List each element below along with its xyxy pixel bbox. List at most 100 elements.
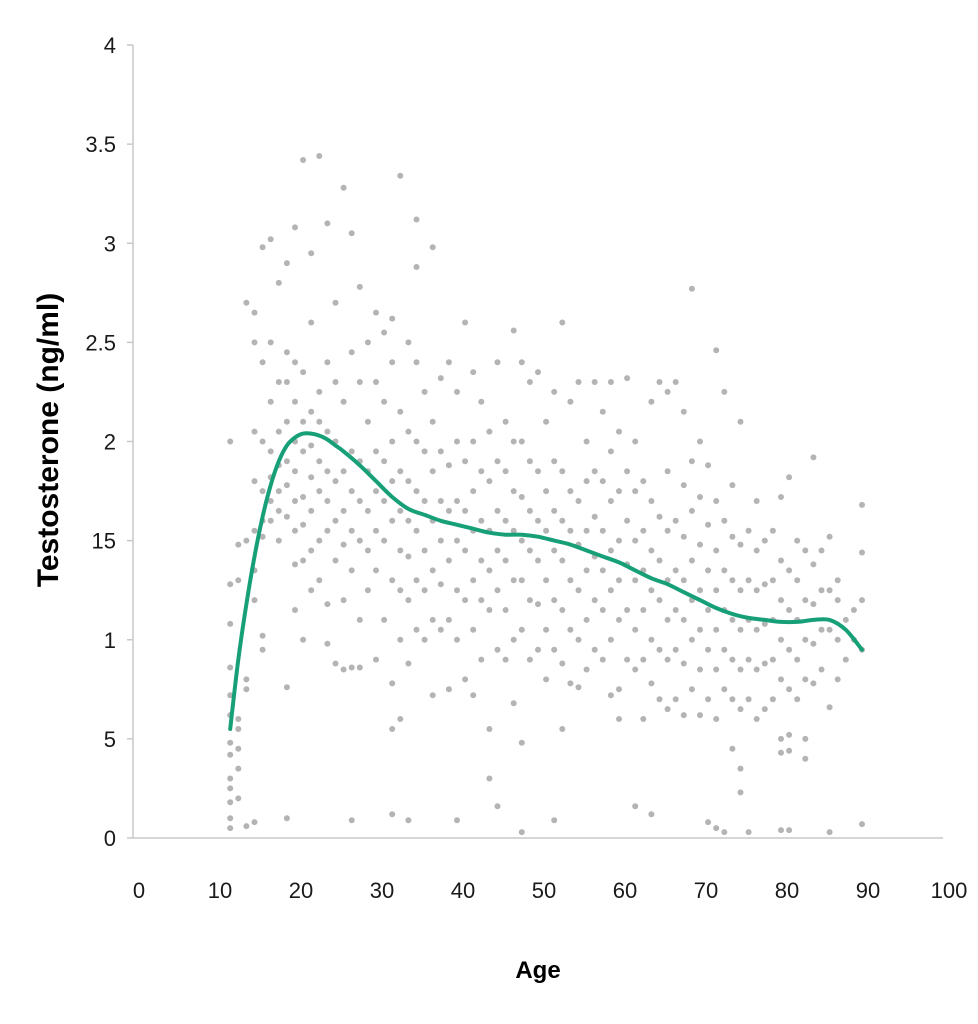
data-point [810,601,817,608]
data-point [421,587,428,594]
data-point [729,577,736,584]
data-point [705,462,712,469]
x-tick-label: 10 [208,878,232,903]
data-point [421,547,428,554]
data-point [786,747,793,754]
data-point [786,474,793,481]
data-point [786,731,793,738]
x-tick-label: 20 [289,878,313,903]
data-point [405,553,412,560]
data-point [259,632,266,639]
data-point [502,557,509,564]
data-point [243,823,250,830]
data-point [494,507,501,514]
data-point [478,517,485,524]
data-point [786,567,793,574]
data-point [356,498,363,504]
data-point [267,498,274,504]
data-point [761,660,768,667]
data-point [356,379,363,385]
data-point [591,379,598,385]
data-point [583,567,590,574]
data-point [583,478,590,485]
data-point [551,646,558,653]
data-point [389,726,396,732]
data-point [478,468,485,475]
data-point [259,488,266,495]
data-point [535,601,541,608]
data-point [437,581,444,588]
data-point [364,339,371,346]
data-point [389,438,396,445]
data-point [300,494,307,500]
data-point [697,541,703,548]
data-point [745,829,752,836]
data-point [778,636,784,643]
data-point [737,666,744,673]
data-point [356,283,363,290]
data-point [737,541,744,548]
data-point [381,498,388,504]
data-point [494,359,501,366]
data-point [356,616,363,623]
x-tick-label: 70 [694,878,718,903]
data-point [267,339,274,346]
data-point [656,696,663,703]
data-point [810,454,817,461]
data-point [364,587,371,594]
data-point [454,537,460,544]
data-point [405,597,412,604]
data-point [470,626,477,633]
data-point [705,607,712,613]
y-tick-label: 0 [104,826,116,851]
y-tick-label: 15 [92,529,116,554]
data-point [753,716,760,722]
data-point [397,172,404,179]
axes [132,45,943,839]
data-point [437,626,444,633]
data-point [826,626,833,633]
data-point [364,418,371,425]
data-point [729,656,736,663]
data-point [535,517,541,524]
data-point [470,692,477,699]
data-point [421,388,428,395]
data-point [737,418,744,425]
data-point [680,616,687,623]
data-point [227,775,234,782]
data-point [251,339,258,346]
data-point [316,418,323,425]
data-point [227,785,234,792]
data-point [283,260,290,267]
data-point [769,527,776,534]
data-point [308,408,315,415]
y-tick-label: 2.5 [85,330,116,355]
data-point [518,494,525,500]
data-point [397,636,404,643]
data-point [761,706,768,713]
data-point [713,347,720,354]
data-point [543,418,550,425]
data-point [583,616,590,623]
data-point [616,537,622,544]
data-point [567,680,574,687]
data-point [859,549,865,556]
data-point [802,636,809,643]
data-point [283,684,290,691]
data-point [737,706,744,713]
data-point [421,498,428,504]
data-point [251,428,258,435]
data-point [502,418,509,425]
data-point [227,664,234,671]
data-point [713,716,720,722]
data-point [599,567,606,574]
data-point [227,692,234,699]
data-point [405,428,412,435]
data-point [348,349,355,356]
data-point [680,482,687,489]
data-point [397,547,404,554]
data-point [381,537,388,544]
data-point [518,537,525,544]
data-point [535,369,541,376]
data-point [510,438,517,445]
